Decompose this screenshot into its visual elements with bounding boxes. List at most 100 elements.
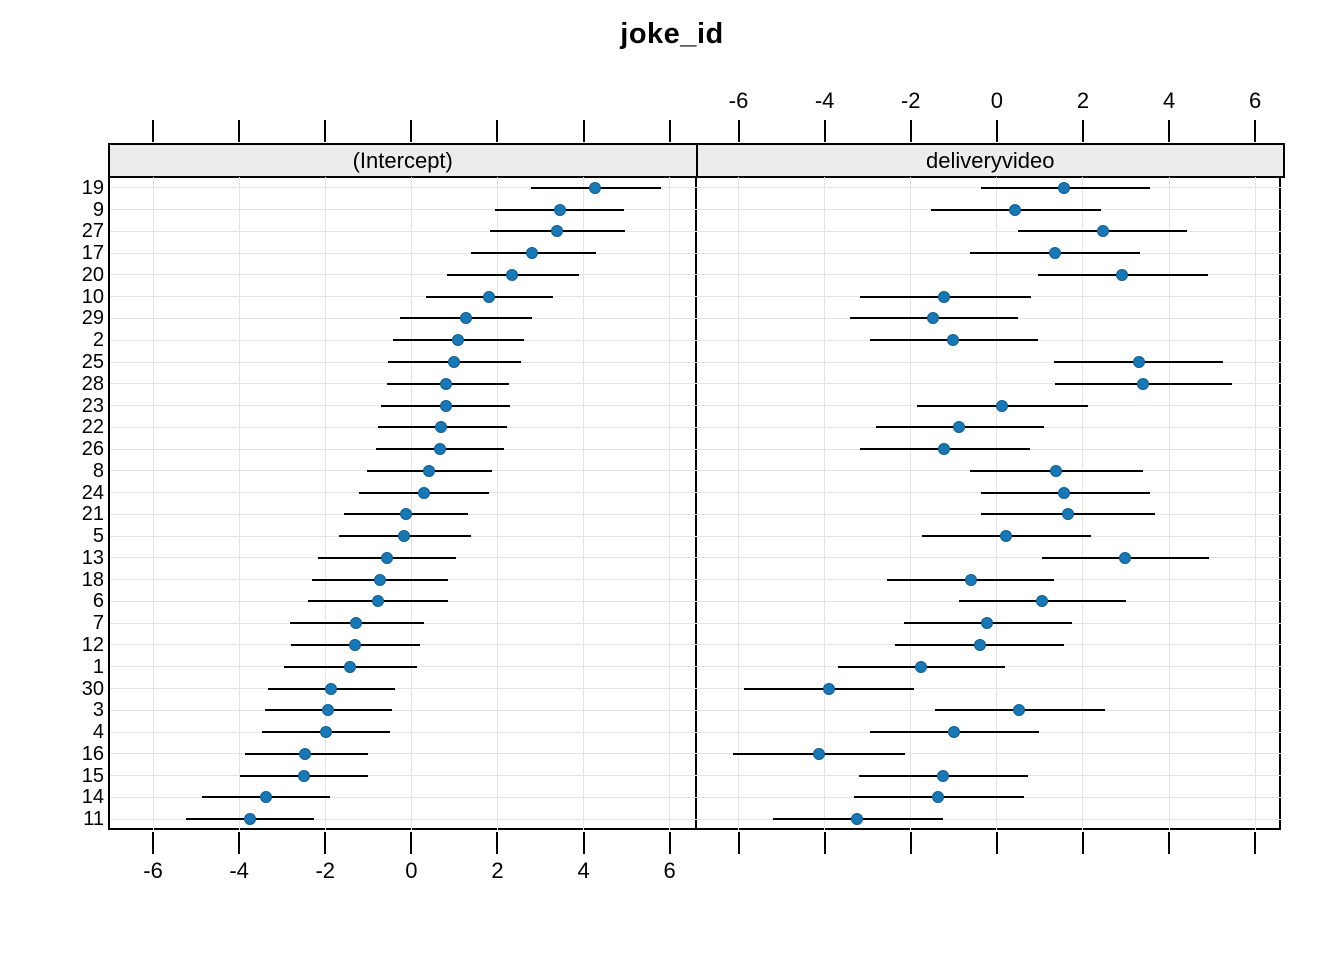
x-tick [152,120,155,142]
x-tick [668,120,671,142]
y-tick-label: 21 [81,503,104,526]
gridline-h [110,209,1281,211]
gridline-h [110,557,1281,559]
point-marker [1050,464,1063,477]
point-marker [1062,508,1075,521]
panel-strip-intercept: (Intercept) [108,143,698,178]
point-marker [297,769,310,782]
point-marker [373,573,386,586]
point-marker [433,443,446,456]
x-tick-label: -2 [315,858,336,883]
x-tick [1254,832,1257,854]
x-tick [668,832,671,854]
gridline-v [1168,177,1170,830]
x-tick-label: -6 [728,88,749,113]
point-marker [400,508,413,521]
point-marker [439,399,452,412]
strip-label-intercept: (Intercept) [352,147,453,173]
x-tick [582,120,585,142]
x-tick-label: 0 [990,88,1003,113]
point-marker [447,356,460,369]
point-marker [813,747,826,760]
x-tick [238,832,241,854]
x-tick-label: 6 [663,858,676,883]
gridline-v [410,177,412,830]
y-tick-label: 6 [92,590,104,613]
y-tick-label: 11 [83,808,104,831]
y-tick-label: 1 [92,655,104,678]
gridline-h [110,622,1281,624]
point-marker [1013,704,1026,717]
point-marker [937,443,950,456]
y-tick-label: 16 [81,742,104,765]
point-marker [1132,356,1145,369]
x-tick [1168,832,1171,854]
gridline-h [110,492,1281,494]
point-marker [398,530,411,543]
point-marker [372,595,385,608]
gridline-v [496,177,498,830]
point-marker [325,682,338,695]
point-marker [344,660,357,673]
gridline-h [110,796,1281,798]
point-marker [927,312,940,325]
x-tick [324,120,327,142]
gridline-v [324,177,326,830]
x-tick [995,120,998,142]
point-marker [483,290,496,303]
gridline-v [1082,177,1084,830]
y-tick-label: 29 [81,307,104,330]
gridline-v [738,177,740,830]
gridline-h [110,187,1281,189]
x-tick [238,120,241,142]
point-marker [938,290,951,303]
x-tick [823,832,826,854]
x-tick [995,832,998,854]
x-tick [1081,832,1084,854]
gridline-h [110,753,1281,755]
x-tick-label: -6 [143,858,163,883]
x-tick-label: 4 [577,858,590,883]
x-tick-label: -2 [900,88,921,113]
gridline-h [110,470,1281,472]
y-tick-label: 8 [92,459,104,482]
gridline-h [110,731,1281,733]
gridline-h [110,317,1281,319]
x-tick-label: -4 [229,858,249,883]
gridline-h [110,252,1281,254]
gridline-h [110,448,1281,450]
x-tick [1168,120,1171,142]
x-tick [737,832,740,854]
point-marker [1097,225,1110,238]
gridline-h [110,339,1281,341]
gridline-v [824,177,826,830]
point-marker [526,247,539,260]
y-tick-label: 23 [81,394,104,417]
chart-title: joke_id [620,18,724,50]
point-marker [965,573,978,586]
point-marker [1048,247,1061,260]
y-tick-label: 7 [92,612,104,635]
point-marker [506,268,519,281]
y-tick-label: 10 [81,285,104,308]
x-tick-label: 6 [1249,88,1262,113]
panel-divider [694,176,697,830]
y-tick-label: 3 [92,699,104,722]
x-tick [582,832,585,854]
point-marker [948,726,961,739]
point-marker [1058,486,1071,499]
point-marker [1116,268,1129,281]
x-tick-label: 4 [1162,88,1176,113]
x-tick [909,120,912,142]
x-tick-label: 2 [491,858,504,883]
point-marker [980,617,993,630]
point-marker [937,769,950,782]
y-tick-label: 9 [92,198,104,221]
point-marker [947,334,960,347]
gridline-h [110,405,1281,407]
x-tick [909,832,912,854]
point-marker [440,377,453,390]
gridline-h [110,535,1281,537]
gridline-v [1254,177,1256,830]
